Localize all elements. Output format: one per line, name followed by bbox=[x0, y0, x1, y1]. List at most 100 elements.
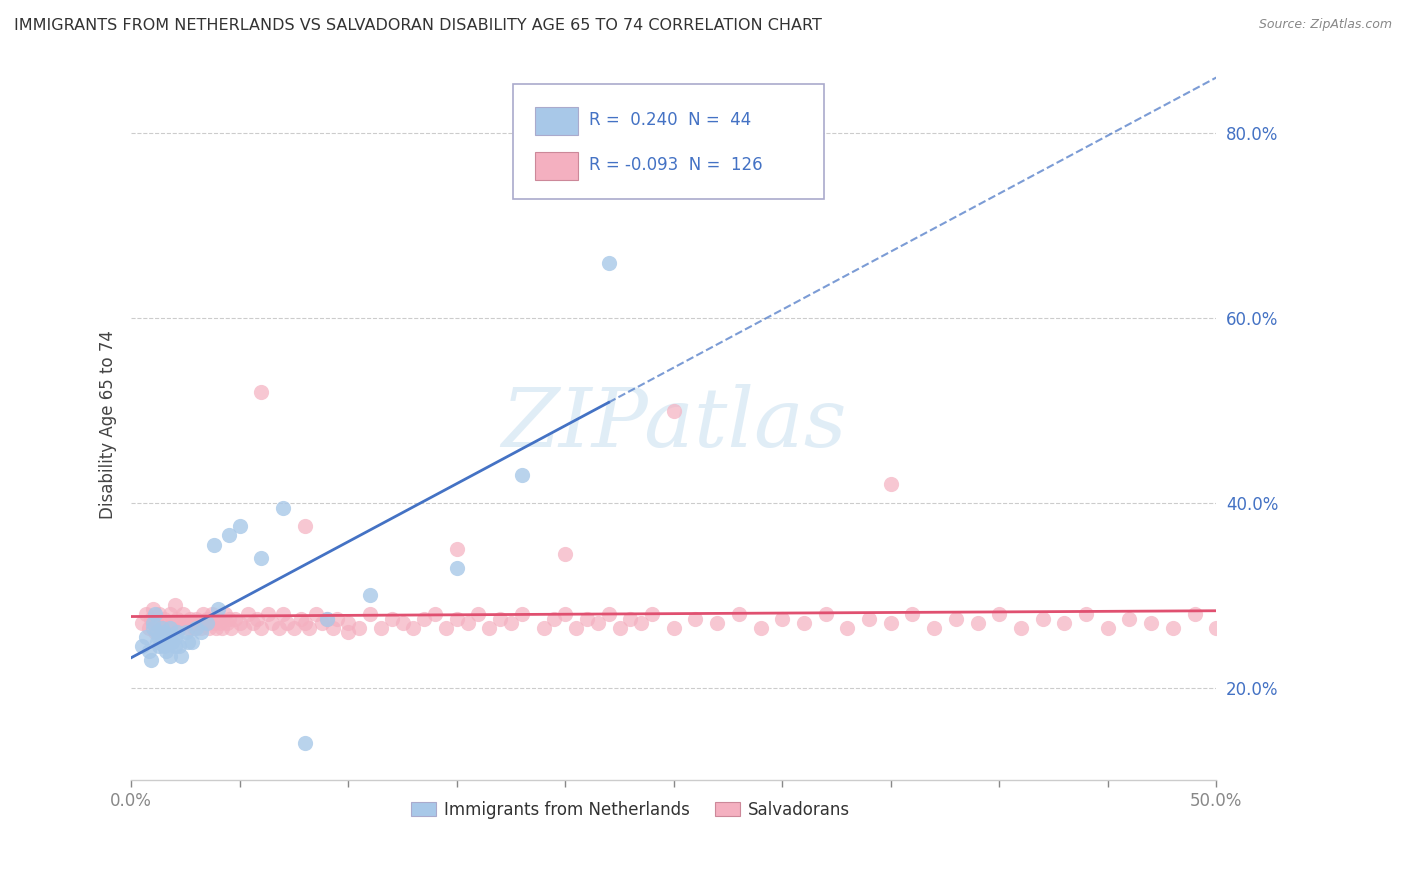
Point bbox=[257, 607, 280, 621]
Point bbox=[139, 653, 162, 667]
Point bbox=[575, 611, 598, 625]
Point bbox=[858, 611, 880, 625]
Point bbox=[190, 625, 212, 640]
Point bbox=[166, 611, 188, 625]
Point bbox=[305, 607, 328, 621]
Point bbox=[170, 616, 193, 631]
Point bbox=[402, 621, 425, 635]
Point bbox=[238, 607, 260, 621]
Point bbox=[749, 621, 772, 635]
Point bbox=[619, 611, 641, 625]
Point bbox=[262, 616, 284, 631]
Point bbox=[271, 607, 294, 621]
Point bbox=[146, 625, 169, 640]
Point bbox=[467, 607, 489, 621]
Point bbox=[359, 589, 381, 603]
Point bbox=[326, 611, 349, 625]
Point bbox=[163, 598, 186, 612]
Point bbox=[159, 648, 181, 663]
Point bbox=[224, 611, 246, 625]
Point bbox=[945, 611, 967, 625]
Point bbox=[565, 621, 588, 635]
Point bbox=[290, 611, 312, 625]
Point bbox=[209, 616, 232, 631]
Point bbox=[186, 611, 208, 625]
Point bbox=[150, 621, 173, 635]
Point bbox=[586, 616, 609, 631]
Point bbox=[172, 607, 194, 621]
Point bbox=[138, 644, 160, 658]
Point bbox=[294, 616, 316, 631]
Point bbox=[131, 616, 153, 631]
Point bbox=[728, 607, 751, 621]
Point bbox=[183, 621, 205, 635]
Point bbox=[837, 621, 859, 635]
Point bbox=[191, 607, 214, 621]
Point bbox=[598, 255, 620, 269]
Point bbox=[233, 621, 256, 635]
Point bbox=[510, 607, 533, 621]
Point bbox=[131, 640, 153, 654]
Point bbox=[207, 602, 229, 616]
Point bbox=[423, 607, 446, 621]
Point bbox=[166, 625, 188, 640]
Point bbox=[148, 630, 170, 644]
Bar bbox=[534, 152, 578, 180]
Point bbox=[148, 640, 170, 654]
Point bbox=[322, 621, 344, 635]
Point bbox=[157, 630, 180, 644]
Point bbox=[194, 616, 217, 631]
Point bbox=[662, 621, 685, 635]
Point bbox=[347, 621, 370, 635]
Point bbox=[434, 621, 457, 635]
Point bbox=[793, 616, 815, 631]
Point bbox=[142, 621, 165, 635]
Point bbox=[143, 625, 166, 640]
Point bbox=[250, 385, 273, 400]
Point bbox=[276, 616, 298, 631]
Point bbox=[598, 607, 620, 621]
Point bbox=[174, 625, 197, 640]
Point bbox=[554, 547, 576, 561]
Point bbox=[554, 607, 576, 621]
Point bbox=[153, 634, 176, 648]
Point bbox=[880, 616, 903, 631]
Point bbox=[181, 616, 204, 631]
Point bbox=[142, 602, 165, 616]
Text: Source: ZipAtlas.com: Source: ZipAtlas.com bbox=[1258, 18, 1392, 31]
Point bbox=[159, 621, 181, 635]
Point bbox=[814, 607, 837, 621]
Point bbox=[359, 607, 381, 621]
Point bbox=[1205, 621, 1227, 635]
Point bbox=[155, 616, 177, 631]
Point bbox=[135, 607, 157, 621]
Point bbox=[163, 630, 186, 644]
Point bbox=[167, 640, 190, 654]
Point bbox=[198, 621, 221, 635]
Point bbox=[446, 542, 468, 557]
Point bbox=[176, 634, 198, 648]
FancyBboxPatch shape bbox=[513, 84, 824, 199]
Text: R = -0.093  N =  126: R = -0.093 N = 126 bbox=[589, 155, 763, 174]
Point bbox=[174, 616, 197, 631]
Y-axis label: Disability Age 65 to 74: Disability Age 65 to 74 bbox=[100, 330, 117, 519]
Point bbox=[370, 621, 392, 635]
Text: R =  0.240  N =  44: R = 0.240 N = 44 bbox=[589, 111, 751, 128]
Point bbox=[211, 621, 233, 635]
Point bbox=[1074, 607, 1097, 621]
Point bbox=[139, 611, 162, 625]
Point bbox=[685, 611, 707, 625]
Point bbox=[298, 621, 321, 635]
Point bbox=[381, 611, 404, 625]
Point bbox=[202, 616, 225, 631]
Point bbox=[510, 468, 533, 483]
Point bbox=[271, 500, 294, 515]
Point bbox=[138, 621, 160, 635]
Bar bbox=[534, 107, 578, 136]
Point bbox=[1097, 621, 1119, 635]
Point bbox=[219, 621, 242, 635]
Point bbox=[242, 616, 264, 631]
Point bbox=[153, 640, 176, 654]
Point bbox=[229, 519, 252, 533]
Point bbox=[922, 621, 945, 635]
